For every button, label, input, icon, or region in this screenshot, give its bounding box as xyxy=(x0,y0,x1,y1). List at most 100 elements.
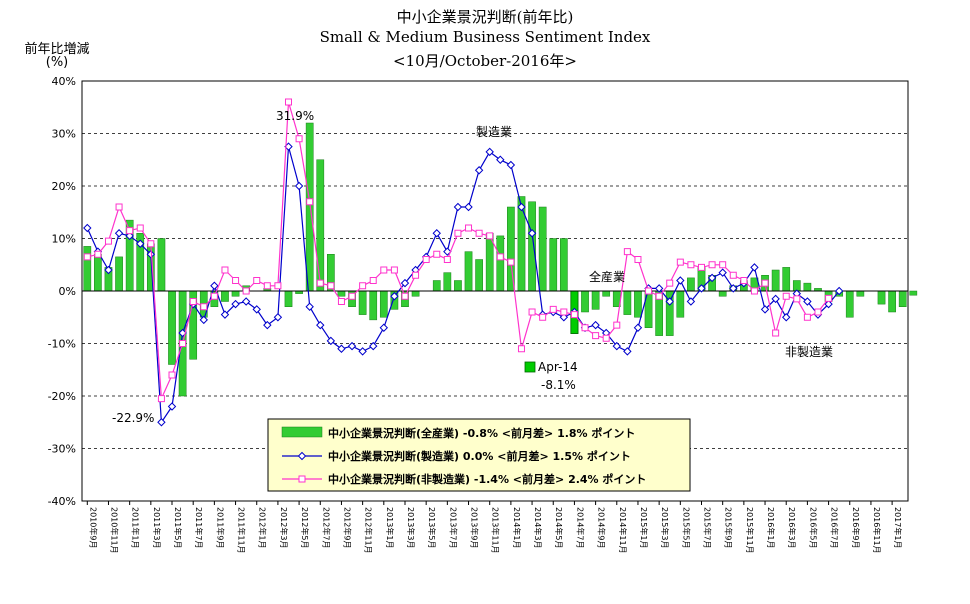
non-manufacturing-point xyxy=(592,332,600,340)
y-tick-label: -30% xyxy=(48,443,76,456)
chart-subtitle-date: <10月/October-2016年> xyxy=(393,52,577,70)
bar xyxy=(475,259,483,292)
legend-box xyxy=(267,418,691,492)
bar xyxy=(496,235,505,292)
manufacturing-point xyxy=(676,276,685,285)
non-manufacturing-point xyxy=(253,277,261,284)
bar xyxy=(591,290,600,310)
manufacturing-point xyxy=(654,284,664,293)
manufacturing-point xyxy=(263,320,272,330)
x-tick-label: 2012年3月 xyxy=(279,507,289,548)
manufacturing-point xyxy=(760,305,770,314)
legend-entry: 中小企業景況判断(非製造業) -1.4% <前月差> 2.4% ポイント xyxy=(328,472,646,486)
x-tick-label: 2014年3月 xyxy=(533,507,543,548)
legend-entry-part: 中小企業景況判断(製造業) xyxy=(328,449,459,463)
non-manufacturing-point xyxy=(242,287,250,295)
manufacturing-point xyxy=(633,323,643,332)
manufacturing-point xyxy=(400,278,410,288)
x-tick-label: 2013年3月 xyxy=(406,507,416,548)
non-manufacturing-point xyxy=(825,294,833,302)
bar xyxy=(316,159,325,292)
y-tick-label: 0% xyxy=(59,285,76,298)
manufacturing-point xyxy=(379,323,389,332)
non-manufacturing-point xyxy=(454,229,462,237)
non-manufacturing-point xyxy=(168,371,176,379)
legend-entry: 中小企業景況判断(製造業) 0.0% <前月差> 1.5% ポイント xyxy=(328,449,631,463)
manufacturing-point xyxy=(157,418,166,427)
legend-entry-part: 1.8% xyxy=(553,427,587,440)
bar xyxy=(538,206,547,292)
x-tick-label: 2013年11月 xyxy=(491,507,501,554)
callout-label: Apr-14 xyxy=(538,360,578,374)
manufacturing-point xyxy=(686,297,696,306)
non-manufacturing-point xyxy=(104,237,112,245)
bar xyxy=(687,277,695,292)
non-manufacturing-point xyxy=(295,135,303,143)
bar xyxy=(231,290,240,297)
manufacturing-point xyxy=(146,250,156,259)
non-manufacturing-point xyxy=(380,266,388,274)
non-manufacturing-point xyxy=(560,308,568,316)
manufacturing-point xyxy=(517,202,526,212)
x-tick-label: 2013年5月 xyxy=(427,507,437,548)
callout-value: -8.1% xyxy=(541,378,576,392)
x-tick-label: 2016年11月 xyxy=(872,507,882,554)
non-manufacturing-point xyxy=(507,258,515,266)
non-manufacturing-point xyxy=(475,229,483,237)
bar xyxy=(549,238,558,292)
x-tick-label: 2010年11月 xyxy=(109,507,119,554)
bar xyxy=(443,272,452,292)
x-tick-label: 2017年1月 xyxy=(893,507,903,548)
bar xyxy=(358,290,367,315)
bar xyxy=(581,290,589,313)
non-manufacturing-point xyxy=(221,266,229,274)
legend-entry-part: 0.0% xyxy=(459,450,493,463)
non-manufacturing-point xyxy=(412,271,420,279)
non-manufacturing-point xyxy=(316,279,324,287)
non-manufacturing-point xyxy=(126,227,134,235)
non-manufacturing-point xyxy=(115,203,123,211)
legend-marker xyxy=(298,475,306,483)
callout-marker xyxy=(524,361,536,373)
manufacturing-point xyxy=(273,313,283,322)
bar xyxy=(771,269,780,292)
legend-entry: 中小企業景況判断(全産業) -0.8% <前月差> 1.8% ポイント xyxy=(328,426,635,440)
manufacturing-point xyxy=(834,286,844,296)
x-tick-label: 2014年9月 xyxy=(597,507,607,548)
bar xyxy=(221,290,229,302)
non-manufacturing-point xyxy=(623,248,631,256)
y-tick-label: -20% xyxy=(48,390,76,403)
x-tick-label: 2016年3月 xyxy=(787,507,797,548)
manufacturing-point xyxy=(210,281,219,290)
legend-entry-part: <前月差> xyxy=(498,426,553,440)
non-manufacturing-point xyxy=(465,224,473,232)
non-manufacturing-point xyxy=(772,329,780,337)
chart-subtitle: Small & Medium Business Sentiment Index xyxy=(319,28,651,46)
bar xyxy=(454,280,462,292)
y-tick-label: 40% xyxy=(52,75,76,88)
x-tick-label: 2014年1月 xyxy=(512,507,522,548)
manufacturing-point xyxy=(347,341,357,351)
y-tick-label: -10% xyxy=(48,338,76,351)
non-manufacturing-point xyxy=(433,250,441,258)
manufacturing-point xyxy=(443,247,452,256)
x-tick-label: 2016年1月 xyxy=(766,507,776,548)
x-tick-label: 2011年5月 xyxy=(173,507,183,548)
x-tick-label: 2013年9月 xyxy=(470,507,480,548)
non-manufacturing-point xyxy=(422,256,430,263)
manufacturing-point xyxy=(718,268,727,277)
non-manufacturing-point xyxy=(613,321,621,329)
manufacturing-point xyxy=(305,302,314,311)
manufacturing-point xyxy=(252,305,261,314)
non-manufacturing-point xyxy=(602,334,610,342)
legend-entry-part: ポイント xyxy=(599,472,647,486)
x-tick-label: 2015年7月 xyxy=(703,507,713,548)
non-manufacturing-point xyxy=(285,98,292,106)
x-tick-label: 2010年9月 xyxy=(88,507,98,548)
manufacturing-point xyxy=(83,223,92,233)
non-manufacturing-point xyxy=(666,279,674,287)
bar xyxy=(83,246,92,292)
non-manufacturing-point xyxy=(83,253,91,261)
bar xyxy=(898,290,907,307)
manufacturing-point xyxy=(358,347,367,356)
